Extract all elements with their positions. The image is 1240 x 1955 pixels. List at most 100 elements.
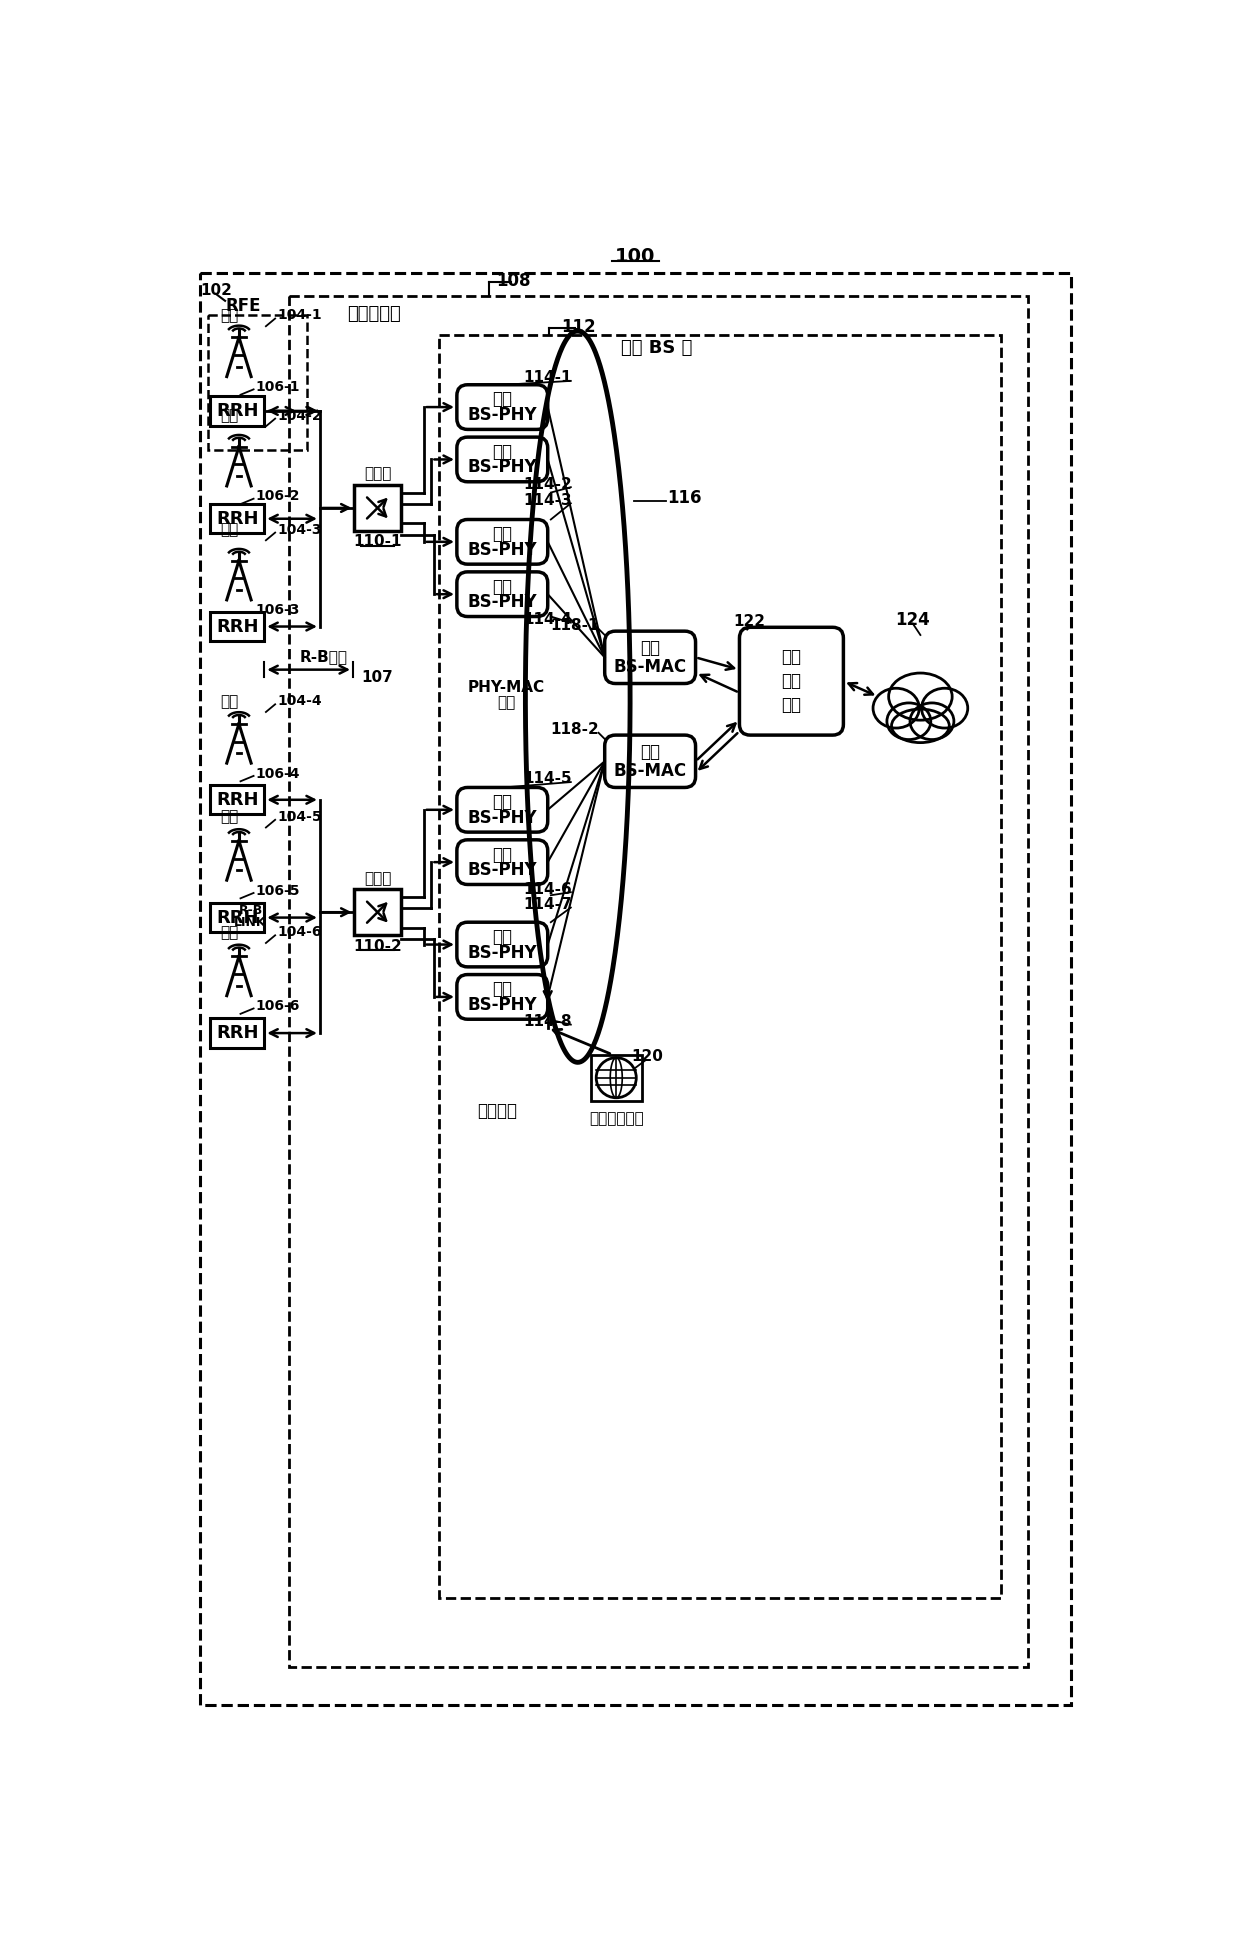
Text: 118-2: 118-2: [551, 721, 599, 737]
Text: 天线: 天线: [221, 409, 239, 422]
Text: 102: 102: [200, 283, 232, 297]
Text: 104-3: 104-3: [278, 522, 322, 536]
Text: 虚拟: 虚拟: [492, 577, 512, 596]
Text: BS-PHY: BS-PHY: [467, 809, 537, 827]
Text: BS-PHY: BS-PHY: [467, 862, 537, 880]
Text: 交换机: 交换机: [363, 467, 392, 481]
Text: 118-1: 118-1: [551, 618, 599, 633]
Text: 虚拟: 虚拟: [781, 649, 801, 667]
Text: 虚拟: 虚拟: [492, 391, 512, 409]
Text: BS-PHY: BS-PHY: [467, 944, 537, 962]
Ellipse shape: [892, 710, 950, 743]
Text: 114-4: 114-4: [523, 612, 572, 628]
Ellipse shape: [889, 673, 952, 719]
Text: 交换机: 交换机: [363, 870, 392, 886]
Text: 106-4: 106-4: [255, 766, 300, 780]
Bar: [208, 315, 306, 450]
Bar: [211, 1019, 264, 1048]
Bar: [439, 334, 1001, 1597]
Text: PHY-MAC: PHY-MAC: [467, 680, 544, 694]
Text: 边缘: 边缘: [781, 673, 801, 690]
FancyBboxPatch shape: [605, 631, 696, 684]
Text: 天线: 天线: [221, 694, 239, 710]
FancyBboxPatch shape: [456, 520, 548, 565]
Text: 114-7: 114-7: [523, 897, 572, 911]
Text: 虚拟: 虚拟: [492, 444, 512, 461]
Text: BS-MAC: BS-MAC: [614, 762, 687, 780]
Text: 106-1: 106-1: [255, 379, 300, 395]
Ellipse shape: [887, 704, 931, 739]
Text: BS-PHY: BS-PHY: [467, 995, 537, 1015]
Text: 104-1: 104-1: [278, 309, 322, 323]
Text: BS-PHY: BS-PHY: [467, 542, 537, 559]
Text: 114-5: 114-5: [523, 772, 572, 786]
Bar: [289, 297, 1028, 1668]
Text: 天线: 天线: [221, 809, 239, 825]
Text: 110-1: 110-1: [353, 534, 402, 549]
Text: RRH: RRH: [216, 790, 259, 809]
Text: RRH: RRH: [216, 909, 259, 927]
Text: R-B: R-B: [238, 903, 263, 917]
Text: RRH: RRH: [216, 510, 259, 528]
FancyBboxPatch shape: [456, 923, 548, 968]
Bar: [211, 903, 264, 933]
Text: 天线: 天线: [221, 925, 239, 940]
Bar: [590, 1054, 641, 1101]
Text: BS-PHY: BS-PHY: [467, 459, 537, 477]
Ellipse shape: [921, 688, 967, 727]
Bar: [355, 890, 401, 934]
Text: 虚拟: 虚拟: [492, 847, 512, 864]
Text: RFE: RFE: [226, 297, 260, 315]
Text: 虚拟 BS 池: 虚拟 BS 池: [621, 338, 693, 358]
Bar: [211, 612, 264, 641]
FancyBboxPatch shape: [456, 976, 548, 1019]
Text: 124: 124: [895, 610, 930, 630]
Text: 104-4: 104-4: [278, 694, 322, 708]
Text: 122: 122: [733, 614, 765, 630]
Text: 网络: 网络: [910, 712, 930, 729]
Text: 天线: 天线: [221, 309, 239, 323]
Text: 虚拟: 虚拟: [492, 979, 512, 999]
Bar: [211, 397, 264, 426]
Text: 虚拟: 虚拟: [640, 639, 660, 657]
Text: R-B链路: R-B链路: [300, 649, 347, 665]
Text: 100: 100: [615, 246, 656, 266]
Text: 虚拟: 虚拟: [640, 743, 660, 760]
Text: 114-2: 114-2: [523, 477, 572, 491]
FancyBboxPatch shape: [605, 735, 696, 788]
Text: 104-5: 104-5: [278, 809, 322, 823]
Text: 114-3: 114-3: [523, 493, 572, 508]
FancyBboxPatch shape: [739, 628, 843, 735]
Text: 106-2: 106-2: [255, 489, 300, 502]
Text: 120: 120: [631, 1050, 663, 1064]
Text: 108: 108: [496, 272, 531, 289]
Text: 112: 112: [562, 319, 596, 336]
Ellipse shape: [873, 688, 919, 727]
Text: 114-1: 114-1: [523, 369, 572, 385]
FancyBboxPatch shape: [456, 788, 548, 833]
Text: BS-PHY: BS-PHY: [467, 407, 537, 424]
FancyBboxPatch shape: [456, 573, 548, 616]
Ellipse shape: [910, 704, 954, 739]
Text: 114-6: 114-6: [523, 882, 572, 897]
Text: 计时网络: 计时网络: [477, 1103, 517, 1120]
Text: RRH: RRH: [216, 1024, 259, 1042]
Text: BS-PHY: BS-PHY: [467, 592, 537, 612]
Text: 虚拟: 虚拟: [492, 929, 512, 946]
Text: 链路: 链路: [497, 696, 516, 710]
FancyBboxPatch shape: [456, 438, 548, 481]
Text: 天线: 天线: [221, 522, 239, 538]
Text: BS-MAC: BS-MAC: [614, 657, 687, 676]
Text: 106-5: 106-5: [255, 884, 300, 897]
Text: RRH: RRH: [216, 618, 259, 635]
Text: 网关: 网关: [781, 696, 801, 714]
Text: 104-6: 104-6: [278, 925, 322, 938]
Text: 114-8: 114-8: [523, 1015, 572, 1028]
Text: 虚拟: 虚拟: [492, 526, 512, 543]
Bar: [211, 504, 264, 534]
FancyBboxPatch shape: [456, 841, 548, 884]
Text: 107: 107: [362, 671, 393, 684]
Text: 虚拟: 虚拟: [492, 794, 512, 811]
Text: 106-6: 106-6: [255, 999, 300, 1013]
Text: 无线网络云: 无线网络云: [347, 305, 401, 323]
